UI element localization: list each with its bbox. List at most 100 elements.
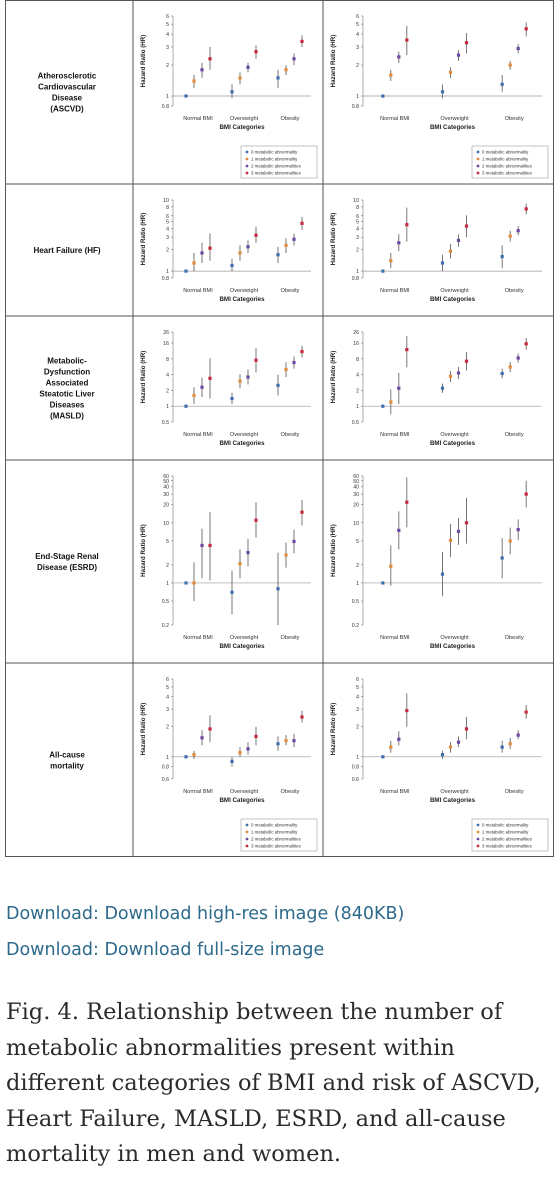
y-tick-label: 0.5 <box>162 420 169 426</box>
x-tick-label: Normal BMI <box>380 789 410 795</box>
x-tick-label: Obesity <box>281 116 300 122</box>
data-point <box>230 759 234 763</box>
data-point <box>508 63 512 67</box>
y-tick-label: 4 <box>356 695 359 701</box>
y-tick-label: 0.6 <box>352 777 359 783</box>
data-point <box>284 739 288 743</box>
y-tick-label: 2 <box>356 63 359 69</box>
legend-box <box>240 145 318 179</box>
download-full-size-link[interactable]: Download: Download full-size image <box>6 940 325 960</box>
data-point <box>284 68 288 72</box>
data-point <box>389 259 393 263</box>
data-point <box>500 254 504 259</box>
y-tick-label: 6 <box>356 14 359 20</box>
data-point <box>456 371 461 375</box>
y-tick-label: 0.8 <box>352 104 359 110</box>
y-axis-label: Hazard Ratio (HR) <box>140 35 147 88</box>
row-label: (ASCVD) <box>50 105 84 114</box>
legend-label: 0 metabolic abnormality <box>482 823 529 828</box>
x-tick-label: Normal BMI <box>380 288 410 294</box>
y-tick-label: 0.5 <box>162 599 169 605</box>
data-point <box>292 57 296 61</box>
y-tick-label: 6 <box>356 677 359 683</box>
data-point <box>508 365 512 369</box>
y-tick-label: 5 <box>166 539 169 545</box>
data-point <box>389 564 393 568</box>
data-point <box>500 745 504 749</box>
y-tick-label: 1 <box>166 269 169 275</box>
y-tick-label: 6 <box>166 214 169 220</box>
data-point <box>230 396 234 401</box>
y-tick-label: 1 <box>356 755 359 761</box>
data-point <box>200 68 204 72</box>
y-tick-label: 5 <box>356 539 359 545</box>
download-links: Download: Download high-res image (840KB… <box>6 896 551 968</box>
data-point <box>405 348 409 352</box>
y-axis-label: Hazard Ratio (HR) <box>330 351 337 404</box>
y-tick-label: 10 <box>163 198 169 204</box>
y-tick-label: 2 <box>356 248 359 254</box>
legend-label: 1 metabolic abnormality <box>482 830 529 835</box>
data-point <box>292 237 296 241</box>
y-tick-label: 2 <box>356 725 359 731</box>
data-point <box>397 528 401 532</box>
y-tick-label: 1 <box>356 269 359 275</box>
x-tick-label: Obesity <box>505 116 524 122</box>
legend-marker <box>245 157 249 161</box>
row-label: Disease <box>52 94 83 103</box>
legend-marker <box>476 844 480 848</box>
legend-label: 2 metabolic abnormalities <box>482 837 533 842</box>
data-point <box>300 715 304 719</box>
data-point <box>284 243 288 247</box>
y-tick-label: 3 <box>166 707 169 713</box>
y-tick-label: 0.8 <box>162 104 169 110</box>
y-tick-label: 2 <box>166 725 169 731</box>
data-point <box>405 500 409 504</box>
data-point <box>405 223 409 227</box>
legend-label: 2 metabolic abnormalities <box>251 837 302 842</box>
x-axis-label: BMI Categories <box>430 296 476 303</box>
data-point <box>456 238 461 243</box>
data-point <box>448 374 453 379</box>
y-axis-label: Hazard Ratio (HR) <box>140 524 147 577</box>
data-point <box>184 755 188 759</box>
data-point <box>516 733 520 737</box>
legend-label: 2 metabolic abnormalities <box>251 164 302 169</box>
y-tick-label: 30 <box>163 492 169 498</box>
x-tick-label: Overweight <box>440 432 469 438</box>
y-tick-label: 2 <box>166 63 169 69</box>
data-point <box>254 358 258 362</box>
data-point <box>254 233 258 237</box>
row-label: Disease (ESRD) <box>37 563 97 572</box>
data-point <box>238 251 242 255</box>
y-tick-label: 40 <box>353 485 359 491</box>
y-axis-label: Hazard Ratio (HR) <box>330 703 337 756</box>
y-tick-label: 3 <box>166 235 169 241</box>
data-point <box>254 50 258 54</box>
x-tick-label: Obesity <box>281 288 300 294</box>
data-point <box>230 90 234 94</box>
y-tick-label: 2 <box>356 563 359 569</box>
data-point <box>440 572 445 576</box>
chart-panel-all-cause-mortality-left: 0.6 0.8 1 2 3 4 5 6 Hazard Ratio (HR) Normal BMI O… <box>140 677 318 852</box>
data-point <box>276 742 280 746</box>
legend-marker <box>245 164 249 168</box>
y-tick-label: 0.8 <box>162 765 169 771</box>
data-point <box>381 94 385 98</box>
x-tick-label: Overweight <box>230 789 259 795</box>
data-point <box>516 229 520 233</box>
data-point <box>254 518 258 522</box>
row-label: Dysfunction <box>44 368 90 377</box>
y-tick-label: 60 <box>163 474 169 480</box>
data-point <box>405 708 409 713</box>
data-point <box>389 73 393 77</box>
y-tick-label: 26 <box>163 330 169 336</box>
x-tick-label: Overweight <box>440 635 469 641</box>
data-point <box>208 246 212 250</box>
data-point <box>246 747 250 751</box>
legend-marker <box>245 830 249 834</box>
download-high-res-link[interactable]: Download: Download high-res image (840KB… <box>6 904 405 924</box>
legend-marker <box>245 844 249 848</box>
y-tick-label: 2 <box>166 388 169 394</box>
